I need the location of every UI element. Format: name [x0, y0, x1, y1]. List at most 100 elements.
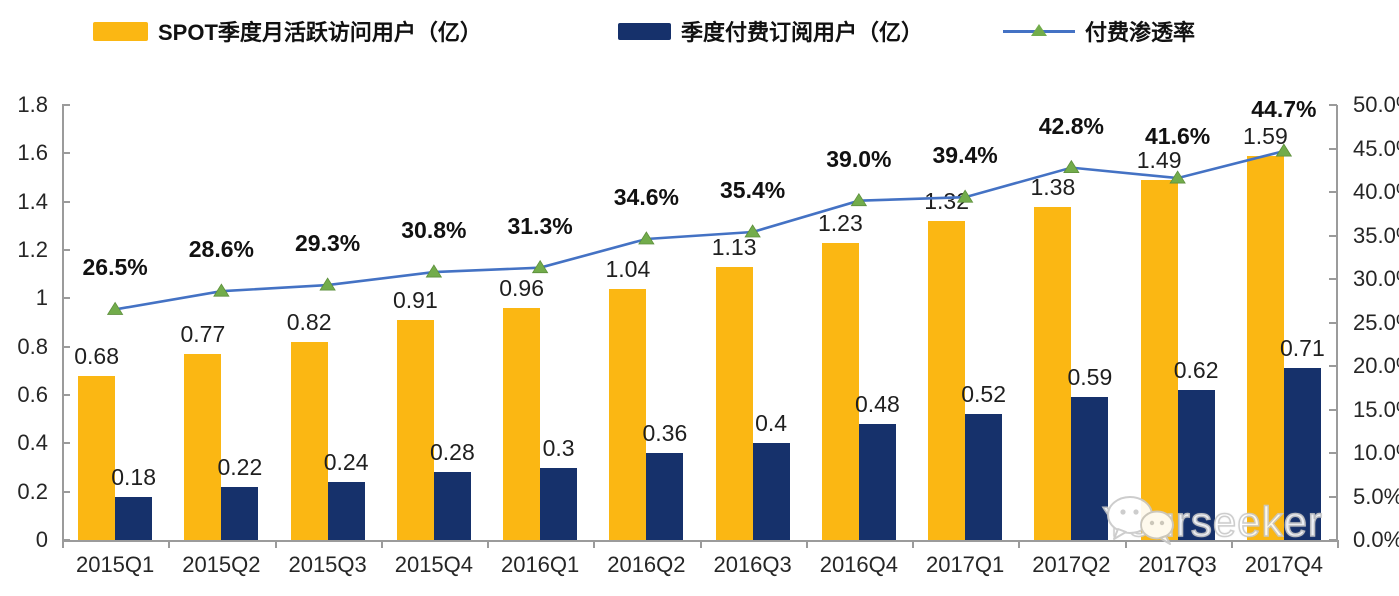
x-axis-category-label: 2017Q1 — [925, 552, 1005, 577]
subs-bar — [115, 496, 153, 540]
x-axis-category-label: 2016Q3 — [713, 552, 792, 577]
x-axis-tick — [593, 540, 596, 548]
x-axis-tick — [274, 540, 277, 548]
y-axis-right-tick — [1329, 539, 1337, 541]
mau-bar — [1246, 155, 1284, 540]
x-axis-category-label: 2017Q3 — [1138, 552, 1217, 577]
subs-value-label: 0.36 — [642, 420, 688, 446]
penetration-value-label: 39.0% — [826, 145, 892, 172]
triangle-marker-icon — [1031, 24, 1047, 37]
x-axis-category-label: 2016Q1 — [500, 552, 580, 577]
x-axis-category-label: 2015Q2 — [182, 552, 261, 577]
mau-bar — [715, 266, 753, 540]
triangle-marker-icon — [1063, 159, 1080, 174]
subs-bar — [1071, 397, 1109, 540]
y-axis-right-tick — [1329, 408, 1337, 411]
subs-value-label: 0.4 — [755, 410, 788, 437]
triangle-marker-icon — [425, 264, 443, 278]
legend-label-subs: 季度付费订阅用户（亿） — [681, 20, 924, 45]
y-axis-left-tick — [62, 297, 70, 300]
mau-value-label: 0.68 — [74, 342, 119, 369]
y-axis-left-tick — [62, 394, 70, 396]
y-axis-left-tick-label: 1.2 — [17, 237, 48, 262]
mau-value-label: 1.13 — [711, 233, 757, 260]
mau-value-label: 0.77 — [180, 320, 226, 347]
triangle-marker-icon — [319, 277, 336, 291]
subs-bar — [433, 472, 471, 540]
penetration-value-label: 39.4% — [932, 142, 998, 169]
triangle-marker-icon — [213, 283, 230, 297]
subs-value-label: 0.22 — [217, 453, 263, 480]
subs-value-label: 0.71 — [1279, 335, 1325, 362]
triangle-marker-icon — [106, 301, 124, 315]
y-axis-right-tick — [1329, 147, 1337, 150]
legend-item-subs: 季度付费订阅用户（亿） — [618, 16, 923, 46]
y-axis-right-tick — [1329, 495, 1337, 498]
penetration-value-label: 41.6% — [1145, 123, 1211, 150]
mau-bar — [821, 242, 859, 540]
subs-bar — [965, 414, 1003, 540]
mau-bar — [1140, 179, 1178, 540]
subs-value-label: 0.28 — [429, 439, 475, 466]
subs-bar — [1177, 390, 1215, 540]
y-axis-left-tick — [62, 490, 70, 493]
subs-bar — [858, 424, 896, 540]
triangle-marker-icon — [1275, 143, 1293, 157]
mau-bar — [184, 353, 222, 540]
subs-bar-swatch — [618, 22, 671, 40]
mau-bar — [503, 308, 541, 540]
triangle-marker-icon — [638, 231, 655, 245]
mau-bar — [290, 341, 328, 540]
triangle-marker-icon — [850, 192, 868, 207]
x-axis-tick — [1337, 540, 1339, 548]
mau-bar — [928, 221, 966, 540]
subs-bar — [540, 467, 578, 540]
y-axis-left-tick-label: 1.8 — [17, 92, 48, 117]
y-axis-left-tick — [62, 442, 70, 445]
triangle-marker-icon — [531, 259, 549, 274]
x-axis-tick — [912, 540, 914, 548]
penetration-value-label: 26.5% — [82, 254, 148, 281]
mau-value-label: 1.59 — [1242, 122, 1288, 149]
x-axis-tick — [62, 540, 64, 548]
subs-value-label: 0.59 — [1067, 364, 1113, 391]
y-axis-left-tick-label: 0.8 — [17, 333, 48, 359]
legend-label-penetration: 付费渗透率 — [1085, 20, 1196, 45]
mau-value-label: 1.04 — [605, 255, 651, 282]
legend-item-mau: SPOT季度月活跃访问用户（亿） — [93, 16, 482, 46]
y-axis-right-tick-label: 10.0% — [1353, 440, 1399, 465]
penetration-line-swatch — [1003, 24, 1075, 37]
watermark: Yourseeker — [1101, 496, 1323, 546]
x-axis-category-label: 2016Q2 — [607, 552, 686, 577]
mau-bar — [609, 288, 647, 540]
subs-bar — [752, 443, 790, 540]
wechat-icon — [1107, 496, 1174, 545]
y-axis-left-tick-label: 0.4 — [17, 430, 48, 456]
penetration-line — [106, 143, 1293, 315]
y-axis-left-tick-label: 1.4 — [17, 188, 48, 214]
x-axis-tick — [168, 540, 171, 548]
y-axis-left-tick-label: 0 — [35, 527, 48, 552]
y-axis-right-tick-label: 45.0% — [1353, 135, 1399, 161]
mau-value-label: 1.23 — [817, 209, 863, 236]
x-axis-category-label: 2015Q3 — [288, 552, 367, 577]
mau-bar — [396, 320, 434, 540]
subs-value-label: 0.24 — [323, 449, 369, 475]
mau-value-label: 0.96 — [499, 275, 544, 301]
x-axis-tick — [699, 540, 702, 548]
y-axis-right-tick-label: 25.0% — [1353, 309, 1399, 335]
y-axis-left-line — [62, 105, 64, 542]
penetration-value-label: 31.3% — [507, 212, 573, 239]
subs-bar — [327, 482, 365, 540]
y-axis-left-tick — [62, 104, 70, 106]
legend-label-mau: SPOT季度月活跃访问用户（亿） — [158, 20, 482, 45]
y-axis-left-tick-label: 0.6 — [17, 382, 48, 407]
penetration-value-label: 34.6% — [613, 183, 679, 210]
x-axis-category-label: 2015Q4 — [394, 552, 474, 577]
y-axis-left-tick-label: 1 — [35, 285, 48, 311]
legend-item-penetration: 付费渗透率 — [1003, 16, 1195, 46]
y-axis-right-tick-label: 15.0% — [1353, 396, 1399, 422]
y-axis-left-tick — [62, 249, 70, 251]
y-axis-right-tick — [1329, 104, 1337, 106]
y-axis-right-tick-label: 35.0% — [1353, 222, 1399, 248]
